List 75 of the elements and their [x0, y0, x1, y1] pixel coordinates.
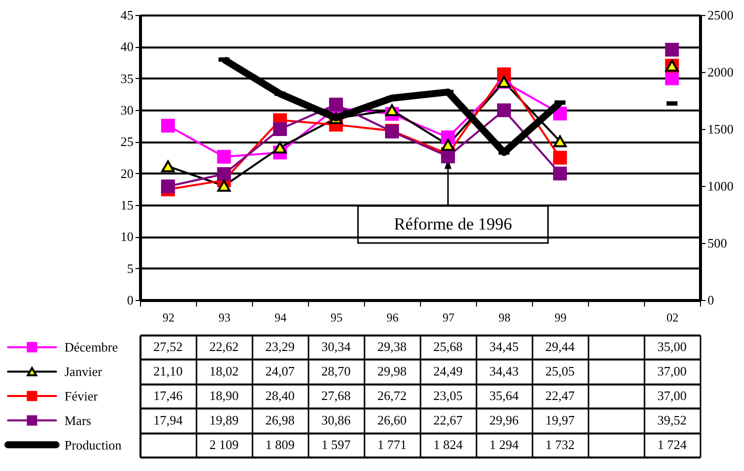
data-label: 27,68 [321, 388, 351, 403]
data-label: 26,72 [377, 388, 407, 403]
data-label: 1 771 [377, 436, 407, 452]
data-label: 22,47 [545, 388, 576, 403]
x-tick-label: 02 [666, 310, 678, 324]
legend-label: Mars [64, 412, 92, 428]
data-label: 1 724 [657, 436, 688, 452]
data-label: 25,05 [545, 364, 575, 379]
data-label: 22,67 [433, 412, 464, 428]
data-label: 37,00 [657, 388, 687, 403]
data-label: 27,52 [153, 339, 183, 354]
data-label: 1 597 [321, 436, 352, 452]
data-label: 2 109 [209, 436, 239, 452]
data-label: 17,46 [153, 388, 184, 403]
y-tick-label: 10 [120, 229, 134, 244]
y-tick-label: 20 [120, 166, 134, 181]
data-label: 24,07 [265, 364, 296, 379]
data-label: 23,29 [265, 339, 295, 354]
data-label: 37,00 [657, 364, 687, 379]
data-label: 29,38 [377, 339, 407, 354]
y-tick-label: 45 [120, 8, 134, 22]
data-label: 24,49 [433, 364, 463, 379]
annotation: Réforme de 1996 [394, 214, 512, 234]
y2-tick-label: 0 [708, 292, 714, 308]
data-label: 30,86 [321, 412, 352, 428]
data-label: 34,45 [489, 339, 519, 354]
x-tick-label: 96 [386, 310, 398, 324]
data-label: 1 294 [489, 436, 520, 452]
data-label: 25,68 [433, 339, 463, 354]
data-label: 29,96 [489, 412, 520, 428]
data-label: 28,70 [321, 364, 351, 379]
data-label: 19,89 [209, 412, 239, 428]
data-label: 26,60 [377, 412, 407, 428]
data-label: 22,62 [209, 339, 239, 354]
y2-tick-label: 1500 [708, 122, 734, 136]
data-label: 29,44 [545, 339, 576, 354]
data-label: 1 809 [265, 436, 295, 452]
data-label: 23,05 [433, 388, 463, 403]
x-tick-label: 99 [554, 310, 566, 324]
data-label: 28,40 [265, 388, 295, 403]
y2-tick-label: 2500 [708, 8, 734, 22]
data-label: 1 824 [433, 436, 464, 452]
y2-tick-label: 500 [708, 236, 727, 250]
y-tick-label: 0 [127, 292, 134, 308]
data-label: 35,00 [657, 339, 687, 354]
y-tick-label: 35 [120, 70, 134, 86]
y-tick-label: 15 [120, 198, 134, 212]
y-tick-label: 25 [120, 134, 134, 150]
legend-label: Janvier [64, 364, 103, 380]
data-label: 17,94 [153, 412, 184, 428]
y-tick-label: 30 [120, 102, 134, 118]
data-label: 35,64 [489, 388, 520, 403]
legend-label: Févier [64, 388, 98, 404]
data-label: 30,34 [321, 339, 352, 354]
x-tick-label: 98 [498, 310, 510, 324]
data-label: 19,97 [545, 412, 576, 428]
data-label: 34,43 [489, 364, 519, 379]
x-tick-label: 92 [162, 310, 174, 324]
data-label: 39,52 [657, 412, 687, 428]
x-tick-label: 97 [442, 310, 454, 324]
legend-label: Décembre [64, 340, 118, 355]
y-tick-label: 40 [120, 39, 134, 54]
y2-tick-label: 2000 [708, 64, 734, 80]
data-label: 18,90 [209, 388, 239, 403]
x-tick-label: 94 [274, 310, 286, 324]
x-tick-label: 95 [330, 310, 342, 324]
y2-tick-label: 1000 [708, 178, 734, 194]
x-tick-label: 93 [218, 310, 230, 324]
data-label: 18,02 [209, 364, 239, 379]
data-label: 21,10 [153, 364, 183, 379]
data-label: 1 732 [545, 436, 575, 452]
y-tick-label: 5 [127, 260, 134, 276]
data-label: 29,98 [377, 364, 407, 379]
data-label: 26,98 [265, 412, 295, 428]
legend-label: Production [64, 437, 122, 452]
